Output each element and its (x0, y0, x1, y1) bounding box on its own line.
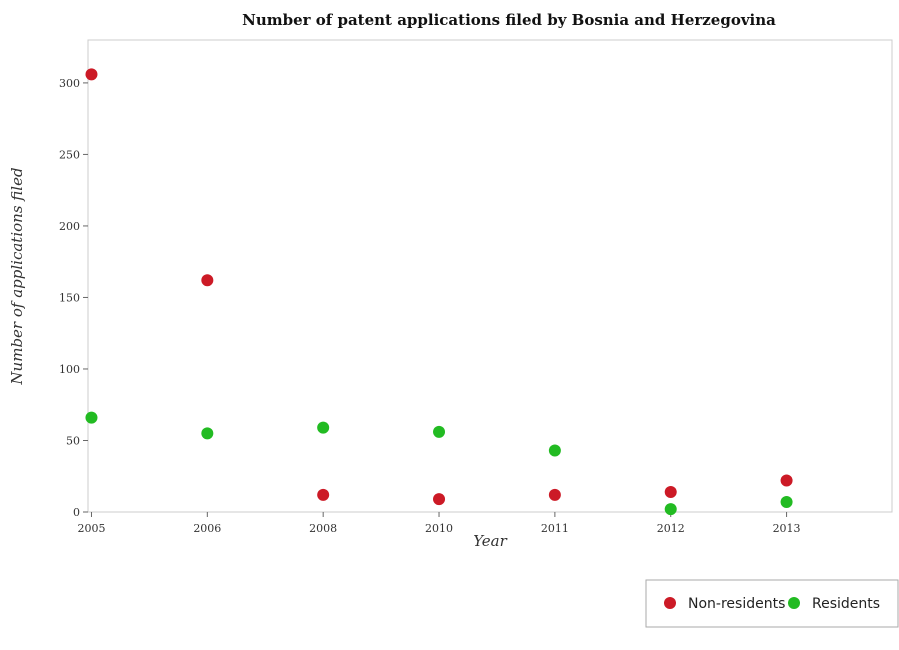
x-axis-label: Year (473, 532, 507, 550)
point-residents (664, 503, 677, 516)
x-tick-label: 2012 (657, 522, 685, 535)
legend-marker-residents (788, 597, 800, 609)
y-tick-label: 200 (59, 220, 80, 233)
point-non-residents (433, 493, 446, 506)
point-residents (85, 411, 98, 424)
legend-box (645, 579, 899, 628)
point-residents (433, 425, 446, 438)
plot-area (87, 39, 893, 513)
point-residents (780, 495, 793, 508)
point-residents (548, 444, 561, 457)
point-non-residents (780, 474, 793, 487)
x-axis: 2005 2006 2008 2010 2011 2012 2013 (77, 512, 801, 535)
legend-marker-non-residents (664, 597, 676, 609)
y-tick-label: 300 (59, 77, 80, 90)
y-tick-label: 250 (59, 148, 80, 161)
data-points (85, 68, 793, 516)
point-non-residents (317, 488, 330, 501)
point-non-residents (201, 274, 214, 287)
point-non-residents (85, 68, 98, 81)
y-axis: 0 50 100 150 200 250 300 (59, 77, 88, 519)
point-non-residents (664, 485, 677, 498)
legend: Non-residents Residents (645, 579, 899, 628)
x-tick-label: 2005 (77, 522, 105, 535)
y-tick-label: 150 (59, 291, 80, 304)
y-axis-label: Number of applications filed (8, 167, 26, 385)
x-tick-label: 2013 (773, 522, 801, 535)
x-tick-label: 2010 (425, 522, 453, 535)
chart-title: Number of patent applications filed by B… (242, 11, 776, 29)
point-non-residents (548, 488, 561, 501)
x-tick-label: 2006 (193, 522, 221, 535)
point-residents (317, 421, 330, 434)
x-tick-label: 2011 (541, 522, 569, 535)
y-tick-label: 100 (59, 363, 80, 376)
point-residents (201, 427, 214, 440)
y-tick-label: 50 (66, 434, 80, 447)
legend-label-residents: Residents (812, 596, 880, 612)
legend-label-non-residents: Non-residents (688, 596, 785, 612)
x-tick-label: 2008 (309, 522, 337, 535)
y-tick-label: 0 (73, 506, 80, 519)
